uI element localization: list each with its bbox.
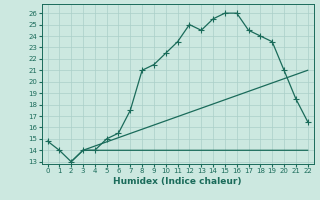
X-axis label: Humidex (Indice chaleur): Humidex (Indice chaleur) xyxy=(113,177,242,186)
